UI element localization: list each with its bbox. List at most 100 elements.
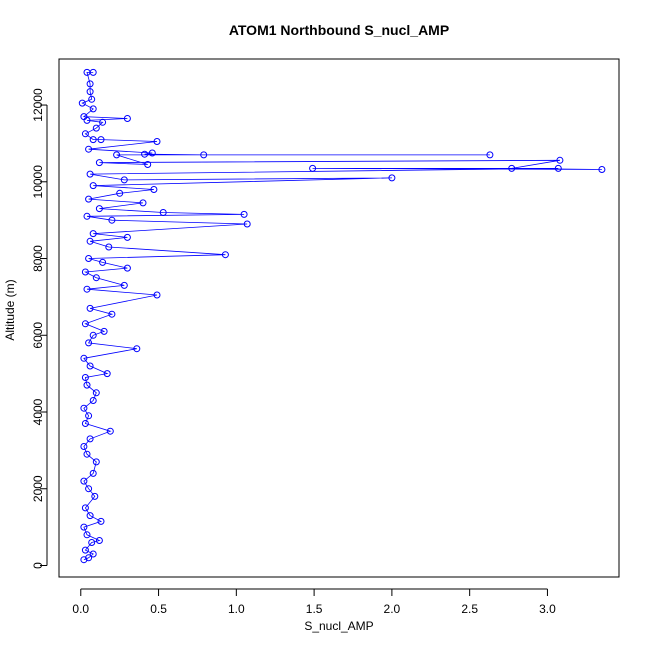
data-point	[80, 523, 88, 531]
data-point	[508, 164, 516, 172]
series-lines	[81, 72, 602, 561]
data-point	[83, 285, 91, 293]
y-tick-label: 8000	[31, 245, 45, 272]
data-point	[150, 186, 158, 193]
data-point	[123, 264, 131, 272]
data-point	[554, 164, 562, 172]
data-point	[148, 149, 156, 157]
series-points	[78, 68, 606, 564]
data-point	[86, 237, 94, 245]
data-point	[81, 504, 89, 512]
data-point	[83, 212, 91, 220]
data-point	[80, 113, 88, 121]
y-tick-label: 4000	[31, 398, 45, 425]
data-point	[91, 492, 99, 500]
data-point	[80, 443, 88, 450]
y-tick-label: 6000	[31, 322, 45, 349]
x-tick-label: 2.5	[461, 602, 478, 616]
data-point	[81, 130, 89, 138]
data-point	[81, 320, 89, 328]
data-point	[92, 389, 100, 397]
data-point	[388, 174, 396, 182]
x-tick-label: 2.0	[384, 602, 401, 616]
y-axis-label: Altitude (m)	[3, 279, 17, 340]
data-point	[309, 164, 317, 172]
data-point	[83, 381, 91, 389]
data-point	[89, 136, 97, 144]
data-point	[89, 68, 97, 76]
data-point	[144, 161, 152, 168]
data-point	[86, 304, 94, 312]
data-point	[159, 209, 167, 216]
x-tick-label: 1.0	[228, 602, 245, 616]
x-axis-label: S_nucl_AMP	[304, 619, 373, 633]
data-point	[120, 176, 128, 184]
y-tick-label: 10000	[31, 165, 45, 199]
data-point	[108, 216, 116, 224]
data-point	[85, 255, 93, 262]
data-point	[106, 427, 114, 435]
data-point	[89, 397, 97, 404]
data-point	[80, 477, 88, 485]
data-point	[221, 251, 229, 259]
data-point	[120, 281, 128, 289]
x-tick-label: 0.5	[150, 602, 167, 616]
data-point	[81, 546, 89, 554]
data-point	[85, 145, 93, 153]
data-point	[86, 435, 94, 443]
data-point	[85, 195, 93, 203]
data-point	[123, 233, 131, 241]
data-point	[108, 310, 116, 318]
data-point	[133, 345, 141, 353]
data-point	[89, 550, 97, 558]
data-point	[95, 537, 103, 544]
data-point	[92, 458, 100, 466]
data-point	[83, 450, 91, 458]
data-point	[556, 156, 564, 164]
data-point	[83, 531, 91, 539]
data-point	[86, 362, 94, 370]
y-axis: 0 2000 4000 6000 8000 10000 12000	[31, 88, 48, 569]
data-point	[99, 258, 107, 266]
data-point	[116, 189, 124, 197]
data-point	[123, 115, 131, 122]
data-point	[89, 182, 97, 190]
data-point	[85, 412, 93, 420]
data-point	[88, 95, 96, 103]
plot-frame	[58, 58, 620, 578]
data-point	[89, 469, 97, 477]
data-point	[86, 170, 94, 178]
data-point	[240, 210, 248, 218]
data-point	[85, 554, 93, 562]
x-tick-label: 3.0	[539, 602, 556, 616]
data-point	[86, 512, 94, 520]
x-tick-label: 0.0	[72, 602, 89, 616]
data-point	[92, 124, 100, 132]
y-tick-label: 0	[31, 562, 45, 569]
data-point	[97, 517, 105, 525]
data-point	[81, 268, 89, 276]
chart-title: ATOM1 Northbound S_nucl_AMP	[229, 22, 449, 38]
data-point	[80, 556, 88, 564]
data-point	[80, 404, 88, 412]
y-tick-label: 12000	[31, 88, 45, 122]
data-point	[105, 243, 113, 251]
data-point	[81, 420, 89, 427]
x-tick-label: 1.5	[306, 602, 323, 616]
data-point	[86, 80, 94, 88]
data-point	[598, 166, 606, 173]
data-point	[86, 88, 94, 96]
data-point	[89, 105, 97, 113]
data-point	[153, 138, 161, 145]
data-point	[89, 230, 97, 238]
data-point	[85, 485, 93, 493]
data-point	[99, 118, 107, 126]
data-point	[80, 354, 88, 362]
data-point	[200, 151, 208, 159]
data-point	[85, 339, 93, 347]
data-point	[78, 99, 86, 107]
x-axis: 0.0 0.5 1.0 1.5 2.0 2.5 3.0	[72, 588, 556, 616]
data-point	[89, 331, 97, 339]
